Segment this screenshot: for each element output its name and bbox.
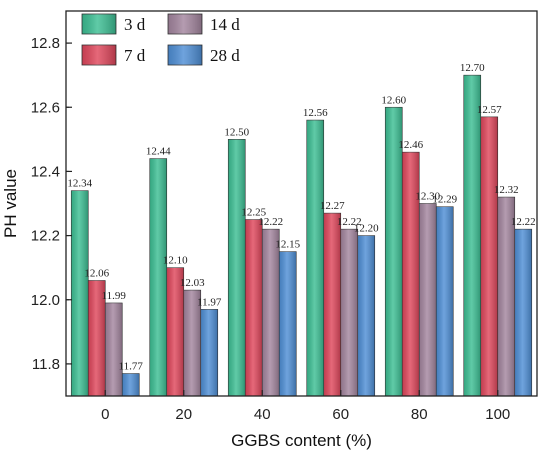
data-label: 12.03 (180, 277, 205, 289)
x-tick-label: 40 (254, 406, 271, 423)
data-label: 12.44 (146, 146, 171, 158)
bar-shading (385, 107, 403, 396)
legend-label: 28 d (210, 46, 240, 65)
bar-shading (245, 219, 263, 396)
legend-swatch-shading (82, 14, 116, 34)
bar-shading (71, 190, 89, 396)
legend-swatch-shading (168, 14, 202, 34)
data-label: 12.15 (275, 239, 300, 251)
legend-swatch-shading (82, 45, 116, 65)
bar-shading (149, 158, 167, 396)
data-label: 12.30 (415, 191, 440, 203)
bar-shading (463, 75, 481, 397)
data-label: 12.50 (224, 126, 249, 138)
bar-shading (402, 152, 420, 396)
data-label: 12.56 (303, 107, 328, 119)
data-label: 12.27 (320, 200, 345, 212)
bar-shading (88, 280, 106, 396)
legend-label: 3 d (124, 15, 146, 34)
legend-label: 7 d (124, 46, 146, 65)
data-label: 12.34 (67, 178, 92, 190)
x-tick-label: 20 (175, 406, 192, 423)
bar-shading (436, 206, 454, 396)
bar-shading (279, 251, 297, 396)
data-label: 12.46 (398, 139, 423, 151)
x-axis: 0 20 40 60 80 100 (101, 390, 510, 423)
y-axis-title: PH value (1, 169, 20, 238)
data-labels-layer: 12.34 12.06 11.99 11.77 12.44 12.10 12.03 11.97… (67, 62, 535, 372)
bar-shading (514, 229, 532, 396)
data-label: 12.22 (511, 216, 536, 228)
legend: 3 d 7 d 14 d 28 d (81, 13, 240, 66)
bar-shading (228, 139, 246, 397)
bar-shading (497, 197, 515, 396)
bar-shading (262, 229, 280, 396)
y-tick-label: 12.4 (31, 163, 60, 180)
y-tick-label: 12.6 (31, 99, 60, 116)
data-label: 12.32 (494, 184, 519, 196)
bar-shading (340, 229, 358, 396)
bars-layer (70, 74, 533, 397)
data-label: 12.29 (432, 194, 457, 206)
bar-shading (166, 267, 184, 396)
x-axis-title: GGBS content (%) (231, 431, 372, 450)
legend-label: 14 d (210, 15, 240, 34)
data-label: 12.70 (460, 62, 485, 74)
bar-shading (357, 235, 375, 396)
data-label: 12.57 (477, 104, 502, 116)
data-label: 12.22 (337, 216, 362, 228)
bar-shading (200, 309, 218, 396)
x-tick-label: 100 (485, 406, 510, 423)
data-label: 11.99 (102, 290, 127, 302)
bar-shading (419, 203, 437, 396)
x-tick-label: 80 (411, 406, 428, 423)
data-label: 12.22 (258, 216, 283, 228)
data-label: 12.10 (163, 255, 188, 267)
y-tick-label: 12.2 (31, 228, 60, 245)
x-tick-label: 60 (332, 406, 349, 423)
bar-shading (183, 290, 201, 396)
y-axis: 11.8 12.0 12.2 12.4 12.6 12.8 (31, 35, 72, 373)
y-tick-label: 12.8 (31, 35, 60, 52)
data-label: 12.60 (381, 94, 406, 106)
data-label: 11.97 (197, 296, 222, 308)
y-tick-label: 12.0 (31, 292, 60, 309)
bar-shading (306, 120, 324, 396)
data-label: 12.25 (241, 207, 266, 219)
y-tick-label: 11.8 (32, 356, 60, 373)
data-label: 12.06 (84, 268, 109, 280)
x-tick-label: 0 (101, 406, 109, 423)
bar-shading (480, 116, 498, 396)
legend-swatch-shading (168, 45, 202, 65)
bar-shading (122, 373, 140, 396)
bar-shading (105, 302, 123, 396)
data-label: 11.77 (119, 361, 144, 373)
bar-shading (323, 213, 341, 396)
plot-frame (65, 10, 538, 397)
data-label: 12.20 (354, 223, 379, 235)
